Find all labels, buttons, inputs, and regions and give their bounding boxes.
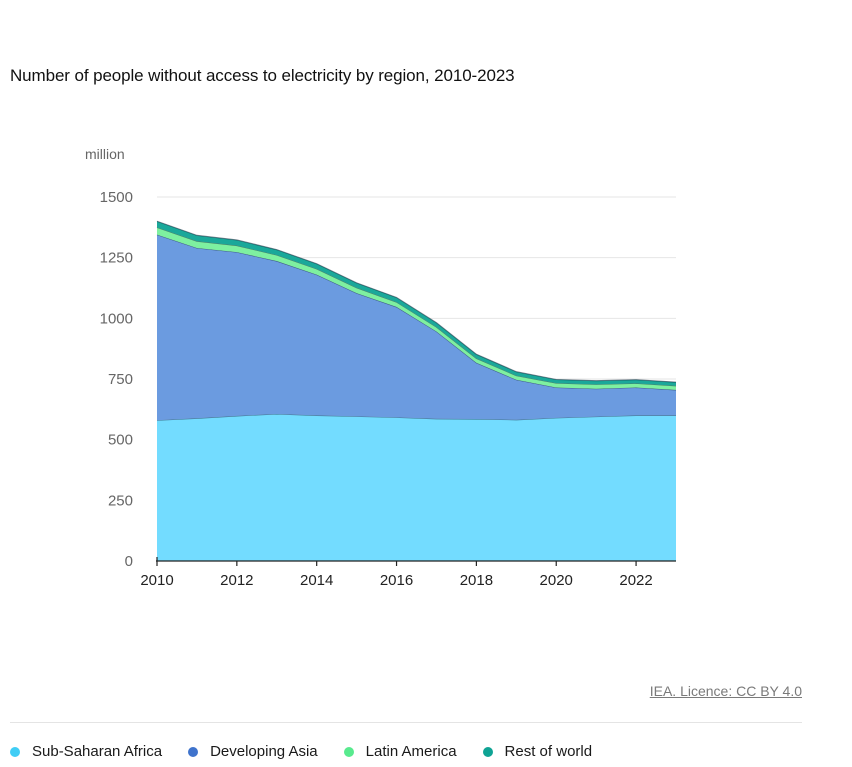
chart-title: Number of people without access to elect… bbox=[10, 66, 515, 85]
legend-dot-icon bbox=[343, 746, 354, 757]
y-tick-label: 1000 bbox=[100, 310, 133, 327]
legend-dot-icon bbox=[10, 746, 20, 757]
stacked-areas bbox=[156, 220, 677, 561]
legend-label: Sub-Saharan Africa bbox=[32, 743, 163, 760]
x-axis: 2010 2012 2014 2016 2018 2020 2022 bbox=[140, 557, 676, 589]
y-tick-labels: 0 250 500 750 1000 1250 1500 bbox=[100, 189, 133, 570]
y-tick-label: 500 bbox=[108, 432, 133, 449]
x-tick-label: 2020 bbox=[540, 572, 573, 589]
y-tick-label: 250 bbox=[108, 492, 133, 509]
area-latin-america bbox=[157, 227, 676, 390]
x-tick-label: 2018 bbox=[460, 572, 493, 589]
x-tick-label: 2012 bbox=[220, 572, 253, 589]
x-tick-label: 2022 bbox=[619, 572, 652, 589]
legend-label: Developing Asia bbox=[210, 743, 318, 760]
x-tick-label: 2014 bbox=[300, 572, 333, 589]
legend-label: Latin America bbox=[365, 743, 457, 760]
licence-link[interactable]: IEA. Licence: CC BY 4.0 bbox=[649, 683, 802, 699]
legend-item-developing-asia[interactable]: Developing Asia bbox=[188, 743, 318, 760]
y-tick-label: 1500 bbox=[100, 189, 133, 206]
legend: Sub-Saharan Africa Developing Asia Latin… bbox=[10, 743, 618, 760]
y-tick-label: 750 bbox=[108, 371, 133, 388]
x-tick-label: 2010 bbox=[140, 572, 173, 589]
x-tick-label: 2016 bbox=[380, 572, 413, 589]
legend-item-rest-of-world[interactable]: Rest of world bbox=[482, 743, 593, 760]
area-sub-saharan-africa bbox=[157, 413, 676, 561]
area-developing-asia bbox=[157, 234, 676, 421]
y-tick-label: 0 bbox=[125, 553, 133, 570]
legend-item-latin-america[interactable]: Latin America bbox=[343, 743, 457, 760]
legend-dot-icon bbox=[482, 746, 493, 757]
legend-item-sub-saharan-africa[interactable]: Sub-Saharan Africa bbox=[10, 743, 162, 760]
area-rest-of-world bbox=[157, 221, 676, 386]
y-tick-label: 1250 bbox=[100, 250, 133, 267]
legend-divider bbox=[10, 722, 802, 723]
y-axis-label: million bbox=[85, 146, 125, 162]
legend-label: Rest of world bbox=[504, 743, 593, 760]
legend-dot-icon bbox=[188, 746, 199, 757]
area-rest-of-world-edge bbox=[156, 220, 677, 383]
